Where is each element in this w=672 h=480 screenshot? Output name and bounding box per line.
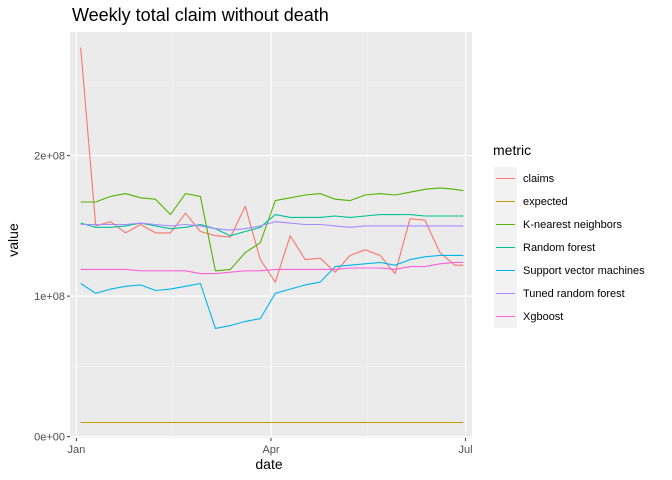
legend-label: Xgboost — [523, 311, 563, 323]
x-tick-label: Jan — [68, 444, 86, 456]
y-axis-title: value — [5, 223, 21, 257]
y-tick-label: 1e+08 — [34, 291, 65, 303]
legend-title: metric — [493, 142, 531, 158]
series-line-xgboost — [80, 261, 464, 275]
legend-label: expected — [523, 196, 568, 208]
legend-label: Tuned random forest — [523, 288, 625, 300]
x-tick-label: Apr — [262, 444, 279, 456]
legend: metric claims expected K-nearest neighbors… — [493, 142, 645, 328]
x-tick-label: Jul — [459, 444, 473, 456]
y-axis: 0e+00 1e+08 2e+08 — [34, 151, 70, 444]
x-axis-title: date — [255, 456, 282, 472]
series-line-support-vector-machines — [80, 254, 464, 329]
y-tick-label: 0e+00 — [34, 432, 65, 444]
series-line-tuned-random-forest — [80, 221, 464, 231]
series-lines — [80, 47, 464, 424]
legend-label: Support vector machines — [523, 265, 645, 277]
y-tick-label: 2e+08 — [34, 151, 65, 163]
series-line-claims — [80, 47, 464, 283]
legend-label: K-nearest neighbors — [523, 219, 623, 231]
legend-label: claims — [523, 173, 555, 185]
major-gridlines — [70, 32, 472, 438]
chart-title: Weekly total claim without death — [72, 5, 329, 25]
legend-label: Random forest — [523, 242, 595, 254]
x-axis: Jan Apr Jul — [68, 438, 473, 456]
series-line-k-nearest-neighbors — [80, 187, 464, 272]
